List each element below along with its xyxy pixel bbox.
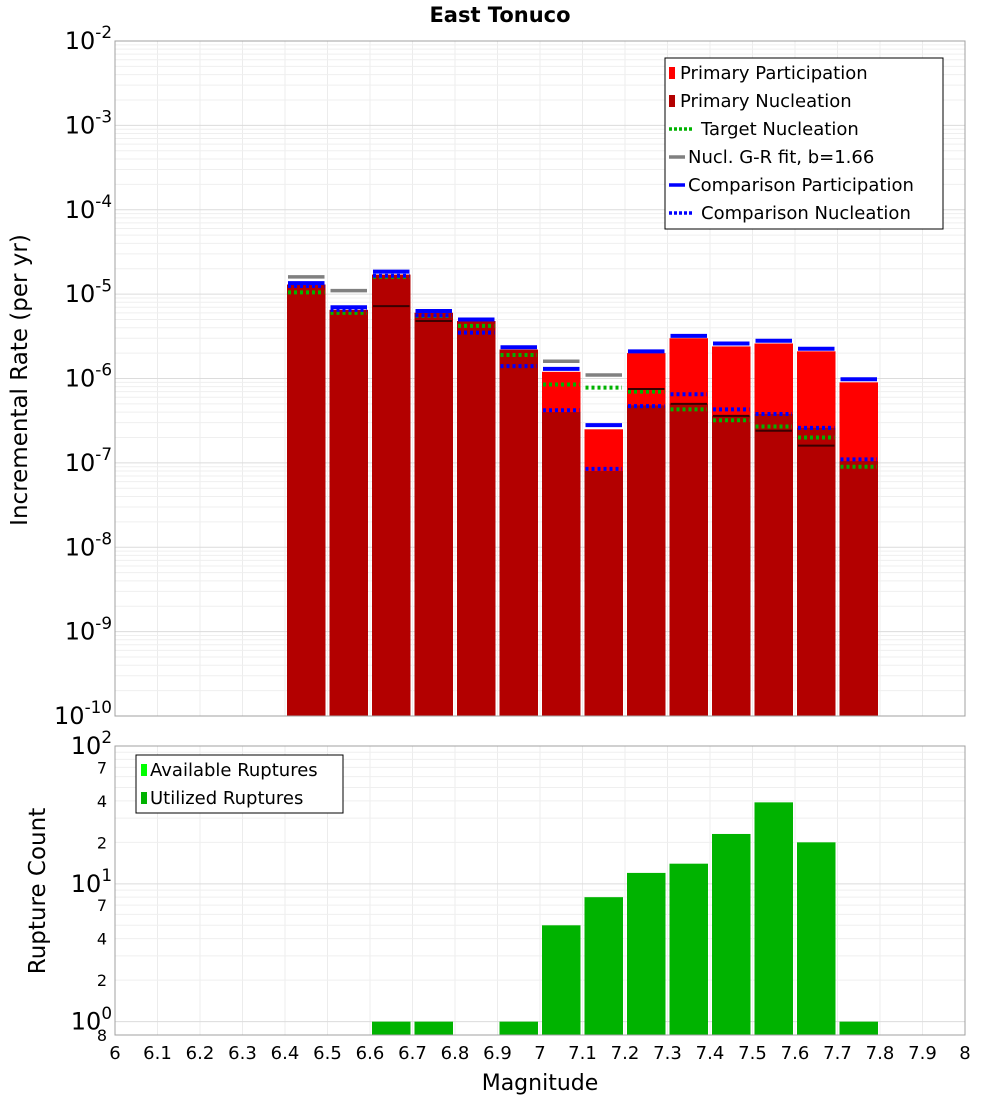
bar-primary-nucleation [584, 471, 623, 716]
top-markers [288, 269, 877, 471]
x-tick-label: 7.1 [568, 1043, 597, 1064]
bottom-y-major-tick-label: 102 [71, 727, 112, 760]
bar-utilized-ruptures [542, 925, 581, 1035]
bottom-bars [372, 802, 878, 1035]
x-tick-label: 7.6 [781, 1043, 810, 1064]
top-plot-frame [114, 40, 966, 717]
legend-swatch [669, 67, 675, 79]
x-tick-label: 6.1 [143, 1043, 172, 1064]
x-tick-label: 6.2 [186, 1043, 215, 1064]
bar-primary-nucleation [287, 284, 326, 716]
bottom-y-minor-tick-label: 4 [97, 930, 107, 949]
bar-primary-nucleation [627, 405, 666, 716]
bottom-y-axis-label: Rupture Count [25, 808, 51, 974]
bottom-y-minor-tick-label: 4 [97, 792, 107, 811]
x-tick-label: 7.2 [611, 1043, 640, 1064]
bottom-y-minor-tick-label: 7 [97, 896, 107, 915]
x-tick-label: 7.3 [653, 1043, 682, 1064]
legend-label: Comparison Nucleation [701, 203, 911, 224]
bar-primary-nucleation [499, 349, 538, 716]
top-y-tick-label: 10-4 [65, 191, 112, 224]
bottom-y-minor-tick-label: 7 [97, 758, 107, 777]
bar-primary-nucleation [414, 312, 453, 716]
top-y-tick-labels: 10-2 10-3 10-4 10-5 10-6 10-7 10-8 10-9 10-10 [54, 22, 112, 730]
legend-label: Nucl. G-R fit, b=1.66 [688, 147, 874, 168]
bar-primary-nucleation [669, 403, 708, 716]
top-legend-items: Primary Participation Primary Nucleation T… [669, 63, 914, 224]
bottom-y-minor-tick-label: 2 [97, 971, 107, 990]
bottom-legend-items: Available Ruptures Utilized Ruptures [141, 760, 318, 809]
top-y-tick-label: 10-8 [65, 528, 112, 561]
top-y-tick-label: 10-7 [65, 444, 112, 477]
bar-utilized-ruptures [797, 842, 836, 1035]
x-tick-label: 6.6 [356, 1043, 385, 1064]
x-tick-label: 6.7 [398, 1043, 427, 1064]
x-tick-labels: 6 6.1 6.2 6.3 6.4 6.5 6.6 6.7 6.8 6.9 7 7.1 7.2 7.3 7.… [109, 1043, 970, 1064]
x-tick-label: 6.4 [271, 1043, 300, 1064]
bottom-legend-box [135, 754, 344, 814]
bar-primary-nucleation [329, 309, 368, 716]
x-tick-label: 6.8 [441, 1043, 470, 1064]
top-y-axis-label: Incremental Rate (per yr) [7, 234, 33, 526]
bar-utilized-ruptures [584, 897, 623, 1035]
bar-primary-nucleation [372, 274, 411, 716]
bar-primary-nucleation [797, 427, 836, 716]
bottom-plot-frame [114, 745, 966, 1036]
bottom-y-major-tick-label: 100 [71, 1003, 112, 1036]
bottom-y-minor-tick-label: 8 [97, 1026, 107, 1045]
x-tick-label: 8 [959, 1043, 970, 1064]
legend-swatch [669, 95, 675, 107]
legend-label: Target Nucleation [700, 119, 859, 140]
x-tick-label: 7.4 [696, 1043, 725, 1064]
x-axis-label: Magnitude [482, 1071, 599, 1096]
bar-primary-nucleation [839, 461, 878, 716]
bottom-legend: Available Ruptures Utilized Ruptures [135, 754, 344, 814]
top-bars [287, 274, 878, 716]
bar-utilized-ruptures [712, 833, 751, 1035]
x-tick-label: 7.5 [738, 1043, 767, 1064]
x-tick-label: 7.9 [908, 1043, 937, 1064]
bar-primary-nucleation [542, 412, 581, 716]
x-tick-label: 7 [534, 1043, 545, 1064]
legend-label: Comparison Participation [688, 175, 914, 196]
legend-label: Primary Nucleation [680, 91, 852, 112]
legend-label: Available Ruptures [150, 760, 318, 781]
legend-swatch [141, 792, 147, 804]
top-y-tick-label: 10-2 [65, 22, 112, 55]
x-tick-label: 6.3 [228, 1043, 257, 1064]
bar-utilized-ruptures [839, 1021, 878, 1035]
x-tick-label: 7.8 [866, 1043, 895, 1064]
top-y-tick-label: 10-10 [54, 697, 112, 730]
bar-utilized-ruptures [669, 863, 708, 1035]
top-y-tick-label: 10-5 [65, 275, 112, 308]
top-y-tick-label: 10-9 [65, 613, 112, 646]
x-tick-label: 6.9 [483, 1043, 512, 1064]
bar-utilized-ruptures [414, 1021, 453, 1035]
top-legend-box [664, 57, 944, 230]
bottom-y-major-tick-label: 101 [71, 865, 112, 898]
top-legend: Primary Participation Primary Nucleation T… [664, 57, 944, 230]
legend-label: Primary Participation [680, 63, 868, 84]
chart-title: East Tonuco [429, 3, 570, 27]
bar-utilized-ruptures [754, 802, 793, 1035]
bar-primary-nucleation [457, 321, 496, 716]
x-tick-label: 7.7 [823, 1043, 852, 1064]
top-y-tick-label: 10-3 [65, 107, 112, 140]
bar-utilized-ruptures [627, 872, 666, 1035]
bar-utilized-ruptures [372, 1021, 411, 1035]
legend-label: Utilized Ruptures [150, 788, 303, 809]
top-y-tick-label: 10-6 [65, 360, 112, 393]
bottom-y-tick-labels: 102 101 100 7 4 2 7 4 2 8 [71, 727, 112, 1045]
bar-utilized-ruptures [499, 1021, 538, 1035]
legend-swatch [141, 764, 147, 776]
bar-primary-nucleation [712, 415, 751, 716]
x-tick-label: 6 [109, 1043, 120, 1064]
bar-primary-nucleation [754, 413, 793, 716]
x-tick-label: 6.5 [313, 1043, 342, 1064]
bottom-y-minor-tick-label: 2 [97, 833, 107, 852]
